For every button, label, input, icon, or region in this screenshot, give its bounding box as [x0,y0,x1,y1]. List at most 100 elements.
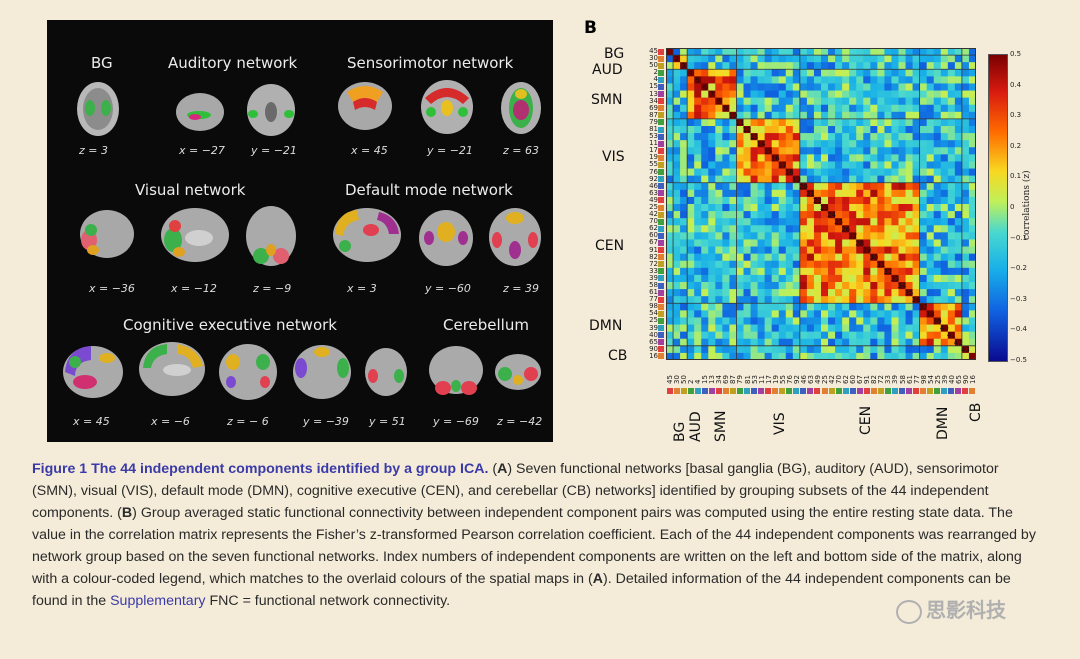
matrix-cell [849,76,857,84]
matrix-cell [933,331,942,340]
matrix-cell [813,126,822,134]
matrix-cell [764,97,772,106]
matrix-cell [687,345,695,354]
matrix-cell [687,260,695,269]
row-index: 2 [653,68,658,77]
matrix-cell [757,83,765,91]
matrix-cell [813,90,822,98]
matrix-cell [933,232,942,240]
matrix-cell [856,97,864,106]
matrix-cell [828,147,836,155]
matrix-cell [743,175,751,184]
row-colour-swatch [658,183,664,190]
matrix-cell [835,225,843,233]
matrix-cell [757,140,765,148]
matrix-cell [729,246,737,254]
matrix-cell [722,111,730,120]
matrix-cell [687,211,695,219]
matrix-cell [701,211,709,219]
colorbar-tick: 0 [1010,203,1015,211]
matrix-cell [842,189,850,198]
matrix-cell [694,118,702,127]
matrix-cell [757,189,765,198]
matrix-cell [884,90,892,98]
row-colour-swatch [658,211,664,218]
matrix-cell [813,218,822,226]
matrix-cell [884,48,892,56]
matrix-cell [912,118,920,127]
matrix-cell [912,204,920,212]
matrix-cell [828,69,836,77]
vis-axial-brain [246,206,296,266]
matrix-cell [757,310,765,318]
matrix-cell [961,62,970,70]
matrix-cell [912,289,920,297]
matrix-cell [806,76,815,84]
row-index: 15 [649,82,658,91]
matrix-cell [898,274,906,283]
matrix-cell [729,147,737,155]
row-colour-swatch [658,190,664,197]
matrix-cell [701,232,709,240]
matrix-cell [919,225,927,233]
matrix-cell [785,62,794,70]
matrix-cell [961,338,970,347]
matrix-cell [813,296,822,304]
matrix-cell [898,48,906,56]
matrix-cell [729,69,737,77]
matrix-cell [736,76,744,84]
matrix-cell [828,345,836,354]
matrix-cell [849,267,857,276]
row-colour-swatch [658,161,664,168]
matrix-cell [849,211,857,219]
matrix-cell [708,154,716,162]
matrix-cell [828,126,836,134]
matrix-cell [961,260,970,269]
matrix-cell [870,90,878,98]
matrix-cell [813,76,822,84]
matrix-cell [926,331,935,340]
matrix-cell [947,90,956,98]
matrix-cell [743,90,751,98]
matrix-cell [884,260,892,269]
matrix-cell [687,154,695,162]
matrix-cell [687,232,695,240]
row-colour-swatch [658,239,664,246]
matrix-cell [877,161,885,169]
column-colour-swatch [680,388,687,394]
matrix-cell [750,345,758,354]
supplementary-link[interactable]: Supplementary [110,593,206,609]
matrix-cell [835,133,843,141]
matrix-cell [736,310,744,318]
row-colour-swatch [658,332,664,339]
matrix-cell [898,211,906,219]
matrix-cell [785,253,794,262]
matrix-cell [835,55,843,63]
matrix-cell [757,133,765,141]
matrix-cell [870,310,878,318]
matrix-cell [673,260,681,269]
matrix-cell [666,140,674,148]
matrix-cell [729,267,737,276]
matrix-cell [870,83,878,91]
matrix-cell [750,62,758,70]
matrix-cell [863,111,871,120]
matrix-cell [750,239,758,247]
watermark: 思影科技 [896,594,1006,624]
matrix-cell [778,97,787,106]
matrix-cell [961,90,970,98]
matrix-cell [680,310,688,318]
matrix-cell [708,225,716,233]
row-colour-swatch [658,282,664,289]
matrix-cell [849,182,857,191]
matrix-cell [736,232,744,240]
matrix-cell [694,218,702,226]
matrix-cell [757,97,765,106]
matrix-cell [813,211,822,219]
matrix-cell [821,97,829,106]
matrix-cell [778,161,787,169]
matrix-cell [968,196,976,205]
matrix-cell [666,69,674,77]
matrix-cell [722,352,730,360]
matrix-cell [870,345,878,354]
